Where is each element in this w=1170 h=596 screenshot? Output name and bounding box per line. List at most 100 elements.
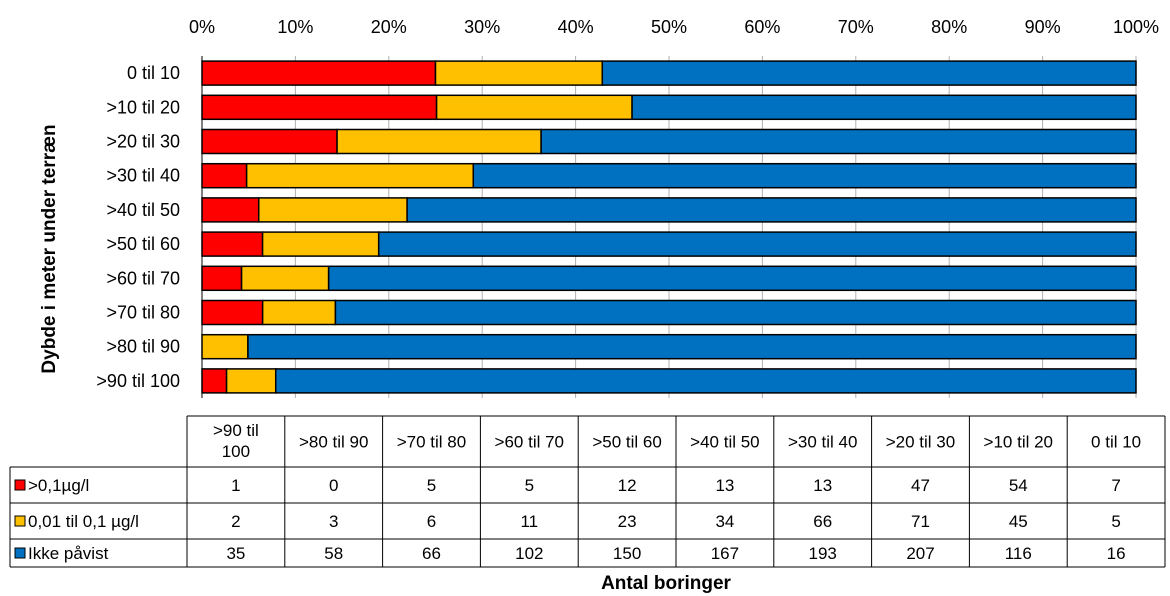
- table-cell-2-0: 35: [226, 544, 245, 563]
- x-tick-label-4: 40%: [558, 17, 594, 37]
- table-cell-2-1: 58: [324, 544, 343, 563]
- table-cell-1-4: 23: [618, 512, 637, 531]
- table-cell-1-2: 6: [427, 512, 436, 531]
- x-tick-label-0: 0%: [189, 17, 215, 37]
- legend-label-2: Ikke påvist: [28, 544, 109, 563]
- y-category-label-5: >50 til 60: [106, 234, 180, 254]
- bar-segment-6-1: [240, 265, 330, 292]
- bar-segment-2-0: [201, 128, 338, 155]
- y-category-label-6: >60 til 70: [106, 268, 180, 288]
- y-category-label-9: >90 til 100: [96, 371, 180, 391]
- table-header-5: >40 til 50: [690, 433, 759, 452]
- bar-segment-7-2: [334, 299, 1137, 326]
- x-tick-label-3: 30%: [464, 17, 500, 37]
- y-category-label-3: >30 til 40: [106, 166, 180, 186]
- y-category-label-8: >80 til 90: [106, 337, 180, 357]
- bar-segment-4-1: [257, 197, 408, 223]
- table-cell-1-1: 3: [329, 512, 338, 531]
- table-cell-2-9: 16: [1107, 544, 1126, 563]
- x-tick-label-7: 70%: [838, 17, 874, 37]
- bar-segment-6-2: [327, 265, 1137, 292]
- bar-segment-8-1: [201, 333, 249, 360]
- x-tick-label-2: 20%: [371, 17, 407, 37]
- bar-segment-1-0: [201, 94, 438, 121]
- x-tick-label-8: 80%: [931, 17, 967, 37]
- table-cell-0-2: 5: [427, 476, 436, 495]
- table-cell-2-4: 150: [613, 544, 641, 563]
- x-axis-label: Antal boringer: [601, 573, 731, 594]
- table-cell-2-3: 102: [515, 544, 543, 563]
- table-header-1: >80 til 90: [299, 433, 368, 452]
- table-header-2: >70 til 80: [397, 433, 466, 452]
- bar-segment-4-0: [201, 197, 260, 223]
- table-cell-0-9: 7: [1111, 476, 1120, 495]
- legend-swatch-0: [14, 479, 26, 491]
- x-tick-label-9: 90%: [1025, 17, 1061, 37]
- table-cell-0-6: 13: [813, 476, 832, 495]
- y-category-label-2: >20 til 30: [106, 132, 180, 152]
- table-cell-2-6: 193: [809, 544, 837, 563]
- table-cell-1-5: 34: [715, 512, 734, 531]
- legend-label-0: >0,1µg/l: [28, 476, 89, 495]
- legend-swatch-1: [14, 515, 26, 527]
- bar-segment-8-2: [247, 333, 1137, 360]
- table-header-9: 0 til 10: [1091, 433, 1141, 452]
- bar-segment-0-0: [201, 60, 437, 86]
- bar-segment-4-2: [406, 197, 1137, 223]
- x-axis-ticks: 0% 10% 20% 30% 40% 50% 60% 70% 80% 90% 100%: [189, 17, 1159, 37]
- y-axis-label: Dybde i meter under terræn: [39, 124, 60, 373]
- table-header-8: >10 til 20: [984, 433, 1053, 452]
- table-cell-0-3: 5: [525, 476, 534, 495]
- table-header-3: >60 til 70: [495, 433, 564, 452]
- table-cell-1-7: 71: [911, 512, 930, 531]
- legend-label-1: 0,01 til 0,1 µg/l: [28, 512, 139, 531]
- table-cell-1-3: 11: [520, 512, 538, 531]
- x-tick-label-6: 60%: [744, 17, 780, 37]
- table-cell-2-5: 167: [711, 544, 739, 563]
- bar-segment-0-2: [601, 60, 1137, 86]
- bar-segment-3-2: [472, 162, 1137, 189]
- table-cell-1-9: 5: [1111, 512, 1120, 531]
- table-cell-1-8: 45: [1009, 512, 1028, 531]
- y-category-label-1: >10 til 20: [106, 97, 180, 117]
- bar-segment-0-1: [434, 60, 604, 86]
- table-header-7: >20 til 30: [886, 433, 955, 452]
- y-axis-categories: 0 til 10 >10 til 20 >20 til 30 >30 til 40 >4…: [96, 63, 180, 391]
- table-cell-1-0: 2: [231, 512, 240, 531]
- bar-segment-1-2: [631, 94, 1137, 121]
- x-tick-label-10: 100%: [1113, 17, 1159, 37]
- bar-segment-9-1: [225, 368, 277, 394]
- bar-segment-3-0: [201, 162, 248, 189]
- table-cell-1-6: 66: [813, 512, 832, 531]
- bar-segment-2-1: [336, 128, 542, 155]
- table-cell-2-7: 207: [906, 544, 934, 563]
- bar-segment-7-0: [201, 299, 264, 326]
- y-category-label-7: >70 til 80: [106, 303, 180, 323]
- table-cell-0-4: 12: [618, 476, 637, 495]
- bar-segment-2-2: [540, 128, 1137, 155]
- table-header-0: >90 til 100: [213, 421, 259, 461]
- bar-segment-1-1: [435, 94, 633, 121]
- y-category-label-0: 0 til 10: [127, 63, 180, 83]
- bar-segment-9-2: [274, 368, 1137, 394]
- table-cell-2-8: 116: [1005, 544, 1032, 563]
- bar-segment-6-0: [201, 265, 243, 292]
- table-header-4: >50 til 60: [592, 433, 661, 452]
- legend-swatch-2: [14, 547, 26, 559]
- table-cell-0-8: 54: [1009, 476, 1028, 495]
- bar-segment-5-2: [377, 231, 1137, 257]
- bars: [201, 60, 1137, 394]
- x-tick-label-5: 50%: [651, 17, 687, 37]
- bar-segment-7-1: [261, 299, 337, 326]
- bar-segment-5-1: [261, 231, 380, 257]
- data-table: >90 til 100 >80 til 90 >70 til 80 >60 til 70…: [9, 415, 1166, 568]
- table-cell-0-1: 0: [329, 476, 338, 495]
- table-cell-2-2: 66: [422, 544, 441, 563]
- table-cell-0-0: 1: [231, 476, 240, 495]
- table-cell-0-5: 13: [715, 476, 734, 495]
- bar-segment-9-0: [201, 368, 228, 394]
- bar-segment-3-1: [245, 162, 475, 189]
- x-tick-label-1: 10%: [277, 17, 313, 37]
- y-category-label-4: >40 til 50: [106, 200, 180, 220]
